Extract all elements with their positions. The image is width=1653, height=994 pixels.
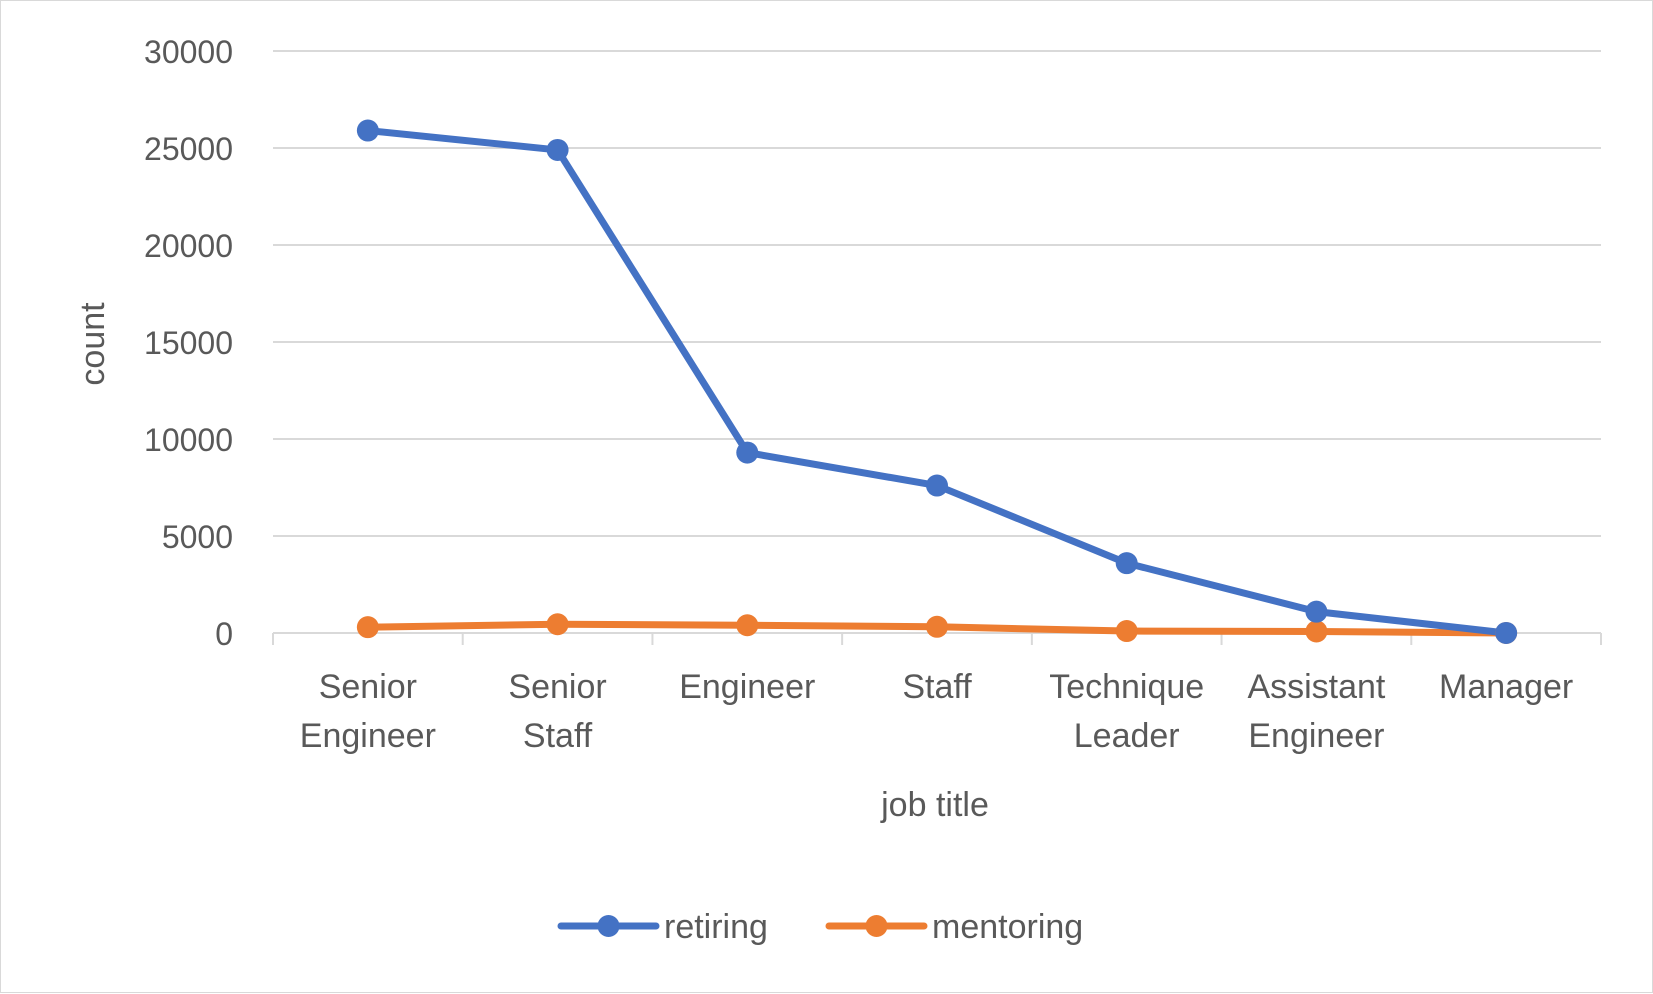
x-tick-label-line: Engineer: [679, 668, 815, 706]
y-tick-label: 30000: [144, 34, 233, 70]
y-tick-label: 15000: [144, 325, 233, 361]
y-tick-label: 5000: [162, 519, 233, 555]
data-point-retiring: [736, 441, 759, 464]
data-point-mentoring: [926, 615, 948, 638]
data-point-retiring: [1115, 552, 1138, 575]
x-tick-label: Technique Leader: [1049, 668, 1204, 755]
x-tick-label-line: Manager: [1439, 668, 1573, 706]
data-point-mentoring: [1115, 620, 1138, 643]
x-tick-label: Assistant Engineer: [1247, 668, 1385, 755]
legend-label: mentoring: [932, 908, 1083, 946]
x-tick-label-line: Assistant: [1247, 668, 1385, 706]
y-tick-label: 0: [215, 616, 233, 652]
y-tick-label: 10000: [144, 422, 233, 458]
y-tick-label: 25000: [144, 131, 233, 167]
x-tick-label-line: Senior: [319, 668, 417, 706]
data-point-retiring: [1495, 621, 1518, 644]
legend-label: retiring: [664, 908, 768, 946]
x-tick-label-line: Senior: [508, 668, 606, 706]
y-axis-label: count: [74, 302, 112, 386]
data-point-mentoring: [546, 613, 569, 636]
x-tick-label: Staff: [902, 668, 972, 706]
x-axis-label: job title: [880, 786, 989, 824]
data-point-mentoring: [1305, 620, 1328, 643]
x-tick-label-line: Staff: [902, 668, 972, 706]
x-tick-label-line: Staff: [523, 717, 593, 755]
x-tick-label-line: Engineer: [1248, 717, 1384, 755]
data-point-mentoring: [736, 614, 759, 637]
data-point-mentoring: [356, 616, 379, 639]
data-point-retiring: [1305, 600, 1328, 623]
x-tick-label: Senior Engineer: [300, 668, 436, 755]
series-group: [356, 119, 1518, 644]
x-tick-label-line: Engineer: [300, 717, 436, 755]
gridlines: [273, 50, 1601, 537]
data-point-retiring: [546, 138, 569, 161]
x-tick-label-line: Leader: [1074, 717, 1180, 755]
legend-swatch-marker: [865, 915, 888, 937]
series-line-retiring: [364, 127, 1510, 637]
x-tick-label-line: Technique: [1049, 668, 1204, 706]
y-tick-label: 20000: [144, 228, 233, 264]
x-tick-label: Manager: [1439, 668, 1573, 706]
x-axis: Senior Engineer Senior Staff Engineer Staff Te…: [272, 632, 1602, 755]
data-point-retiring: [356, 119, 379, 142]
data-point-retiring: [926, 474, 948, 497]
legend: retiring mentoring: [557, 908, 1083, 946]
legend-swatch-marker: [597, 915, 620, 937]
x-tick-label: Senior Staff: [508, 668, 606, 755]
x-tick-label: Engineer: [679, 668, 815, 706]
y-axis-ticks: 0 5000 10000 15000 20000 25000 30000: [144, 34, 233, 652]
